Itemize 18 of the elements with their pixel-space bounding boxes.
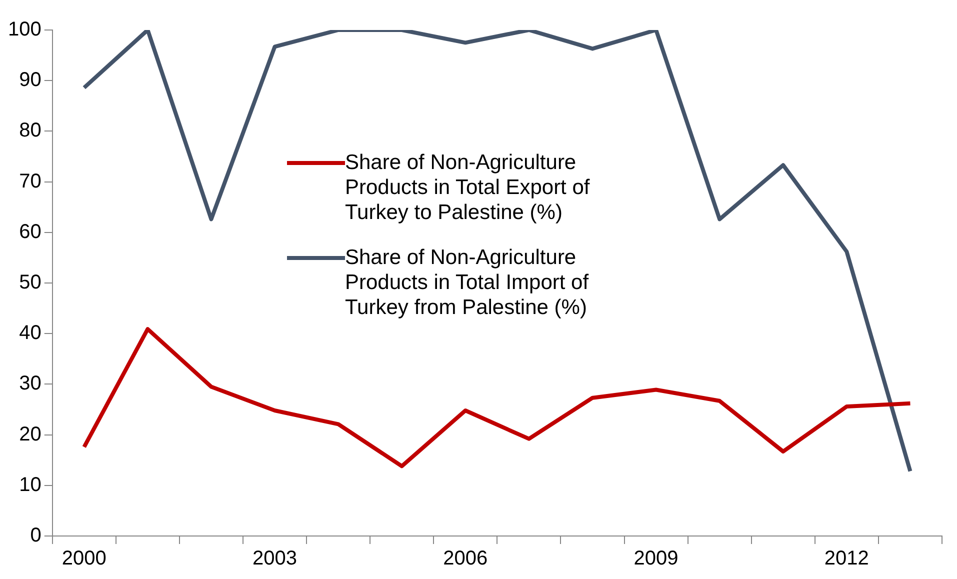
y-tick-label: 100 <box>8 18 42 41</box>
y-tick-label: 70 <box>19 170 42 192</box>
legend-label: Share of Non-Agriculture Products in Total Import of Turkey from Palestine (%) <box>345 245 590 320</box>
y-tick-label: 20 <box>19 423 42 446</box>
x-tick-label: 2000 <box>62 548 106 570</box>
y-tick-label: 30 <box>19 372 42 395</box>
x-tick-label: 2009 <box>634 548 678 570</box>
x-tick-label: 2006 <box>443 548 488 570</box>
y-tick-label: 90 <box>19 69 42 92</box>
y-tick-label: 50 <box>19 272 42 294</box>
y-tick-label: 0 <box>30 524 42 547</box>
y-tick-label: 80 <box>19 120 42 142</box>
y-tick-label: 40 <box>19 322 42 344</box>
x-tick-label: 2012 <box>824 548 869 570</box>
legend-label: Share of Non-Agriculture Products in Total Export of Turkey to Palestine (%) <box>345 150 591 225</box>
y-tick-label: 10 <box>19 474 42 496</box>
x-tick-label: 2003 <box>252 548 298 570</box>
y-tick-label: 60 <box>19 220 42 243</box>
